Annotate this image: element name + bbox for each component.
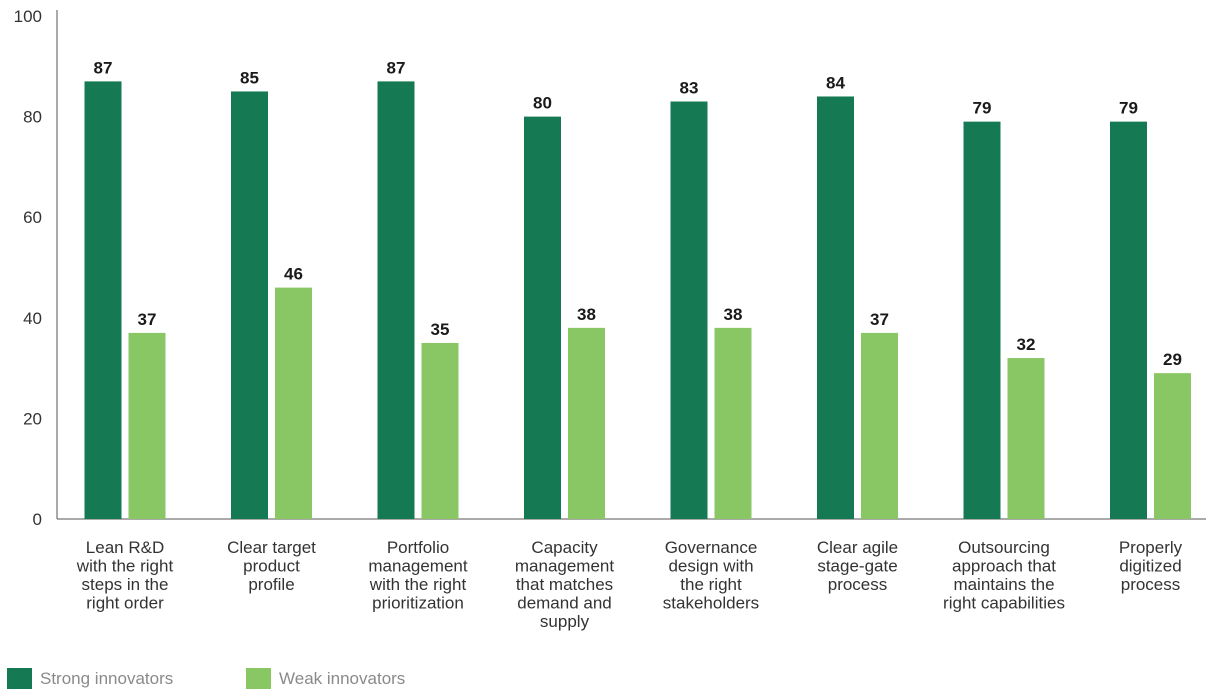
bar-group: 80 38 <box>524 94 605 519</box>
bar-weak <box>128 332 166 519</box>
x-tick-label-line: product <box>243 557 300 576</box>
bar-group: 79 29 <box>1110 99 1191 519</box>
y-tick-label: 100 <box>14 7 42 26</box>
bars: 87 37 85 46 87 35 80 38 83 38 84 37 79 32 79 29 <box>84 58 1191 519</box>
bar-strong <box>231 91 268 519</box>
legend-label: Weak innovators <box>279 669 405 688</box>
legend-swatch <box>246 668 271 689</box>
data-label: 38 <box>724 305 743 324</box>
data-label: 38 <box>577 305 596 324</box>
x-tick-label-line: that matches <box>516 575 613 594</box>
x-tick-label: Clear target product profile <box>227 538 316 594</box>
bar-strong <box>84 81 122 519</box>
x-tick-label-line: process <box>828 575 888 594</box>
y-tick-label: 0 <box>33 510 42 529</box>
y-tick-label: 40 <box>23 309 42 328</box>
x-tick-label-line: Portfolio <box>387 538 449 557</box>
bar-weak <box>568 327 605 519</box>
bar-group: 85 46 <box>231 68 312 519</box>
x-tick-label: Capacity management that matches demand and… <box>515 538 615 631</box>
bar-group: 83 38 <box>670 79 752 519</box>
x-tick-label: Clear agile stage-gate process <box>817 538 898 594</box>
x-tick-label-line: the right <box>680 575 742 594</box>
x-tick-label-line: supply <box>540 612 590 631</box>
bar-strong <box>524 116 561 519</box>
data-label: 35 <box>431 320 450 339</box>
x-tick-label-line: profile <box>248 575 294 594</box>
y-tick-label: 60 <box>23 208 42 227</box>
bar-weak <box>861 332 898 519</box>
x-axis-labels: Lean R&D with the right steps in the right … <box>76 538 1183 631</box>
legend-item: Weak innovators <box>246 668 405 689</box>
x-tick-label-line: steps in the <box>82 575 169 594</box>
x-tick-label: Properly digitized process <box>1119 538 1183 594</box>
data-label: 87 <box>387 58 406 77</box>
x-tick-label-line: approach that <box>952 557 1056 576</box>
data-label: 83 <box>680 79 699 98</box>
data-label: 29 <box>1163 350 1182 369</box>
bar-strong <box>1110 121 1147 519</box>
bar-group: 84 37 <box>817 73 898 519</box>
legend-label: Strong innovators <box>40 669 173 688</box>
data-label: 80 <box>533 94 552 113</box>
data-label: 79 <box>973 99 992 118</box>
y-tick-label: 20 <box>23 409 42 428</box>
bar-group: 79 32 <box>963 99 1045 519</box>
x-tick-label-line: Capacity <box>531 538 598 557</box>
data-label: 87 <box>94 58 113 77</box>
x-tick-label-line: demand and <box>517 594 612 613</box>
x-tick-label-line: design with <box>668 557 753 576</box>
legend-item: Strong innovators <box>7 668 173 689</box>
x-tick-label-line: management <box>515 557 615 576</box>
bar-weak <box>1007 358 1045 519</box>
x-tick-label-line: process <box>1121 575 1181 594</box>
x-tick-label-line: Clear agile <box>817 538 898 557</box>
x-tick-label-line: Lean R&D <box>86 538 164 557</box>
bar-group: 87 35 <box>377 58 459 519</box>
data-label: 85 <box>240 68 259 87</box>
x-tick-label-line: right order <box>86 594 164 613</box>
bar-weak <box>421 342 459 519</box>
x-tick-label: Governance design with the right stakeholde… <box>663 538 759 613</box>
data-label: 37 <box>870 310 889 329</box>
x-tick-label-line: maintains the <box>953 575 1054 594</box>
bar-strong <box>670 101 708 519</box>
x-tick-label-line: with the right <box>369 575 467 594</box>
x-tick-label-line: Clear target <box>227 538 316 557</box>
bar-group: 87 37 <box>84 58 166 519</box>
data-label: 37 <box>138 310 157 329</box>
bar-strong <box>963 121 1001 519</box>
x-tick-label-line: prioritization <box>372 594 464 613</box>
data-label: 32 <box>1017 335 1036 354</box>
x-tick-label-line: management <box>368 557 468 576</box>
x-tick-label: Portfolio management with the right priorit… <box>368 538 468 613</box>
bar-weak <box>1154 373 1191 519</box>
bar-strong <box>377 81 415 519</box>
x-tick-label-line: stakeholders <box>663 594 759 613</box>
x-tick-label-line: digitized <box>1119 557 1181 576</box>
x-tick-label: Outsourcing approach that maintains the rig… <box>943 538 1065 613</box>
x-tick-label-line: Outsourcing <box>958 538 1050 557</box>
x-tick-label-line: with the right <box>76 557 174 576</box>
data-label: 46 <box>284 265 303 284</box>
y-tick-label: 80 <box>23 108 42 127</box>
legend: Strong innovators Weak innovators <box>7 668 405 689</box>
x-tick-label-line: right capabilities <box>943 594 1065 613</box>
bar-weak <box>714 327 752 519</box>
x-tick-label: Lean R&D with the right steps in the right … <box>76 538 174 613</box>
data-label: 84 <box>826 73 845 92</box>
bar-weak <box>275 287 312 519</box>
x-tick-label-line: Governance <box>665 538 758 557</box>
x-tick-label-line: stage-gate <box>817 557 897 576</box>
legend-swatch <box>7 668 32 689</box>
data-label: 79 <box>1119 99 1138 118</box>
bar-strong <box>817 96 854 519</box>
x-tick-label-line: Properly <box>1119 538 1183 557</box>
